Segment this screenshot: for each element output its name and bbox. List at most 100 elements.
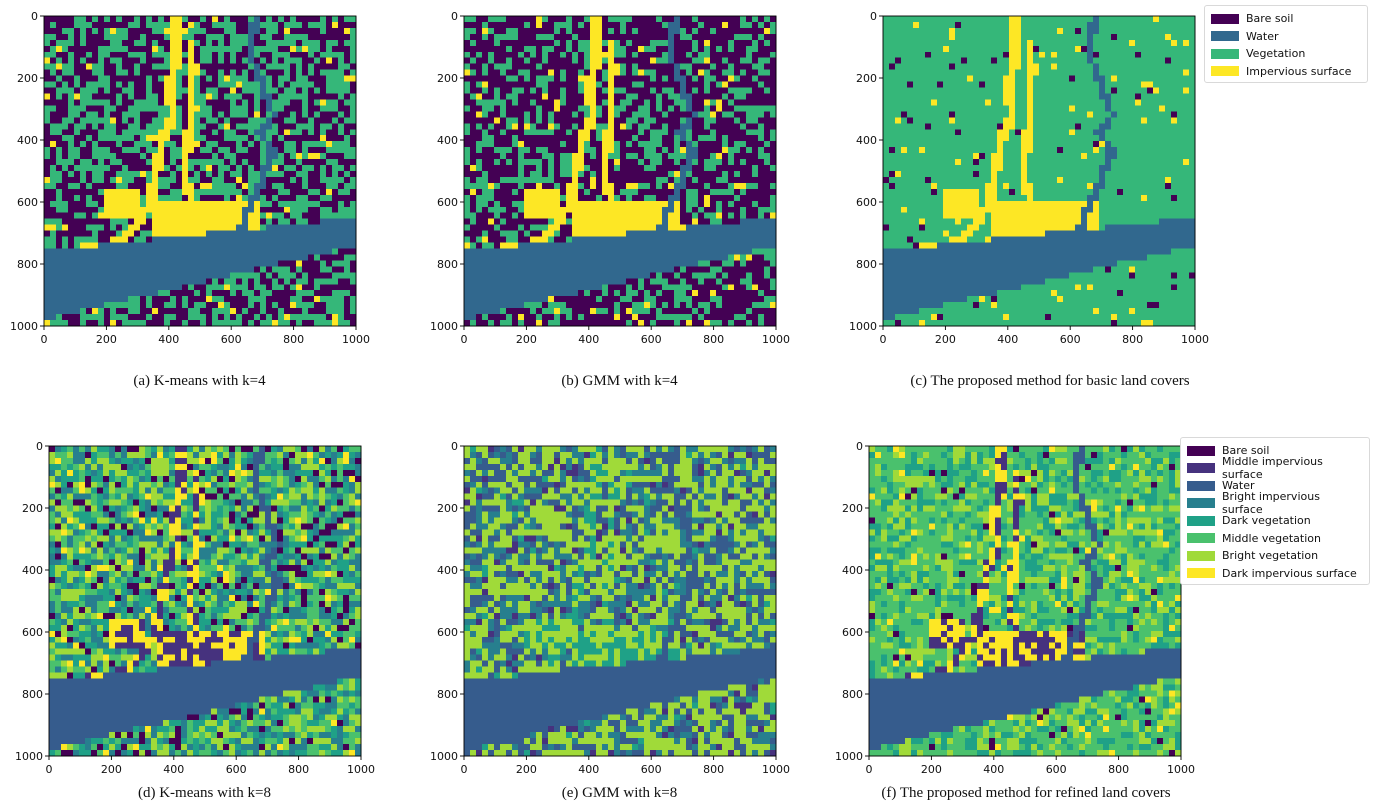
heatmap-cell xyxy=(332,69,339,77)
heatmap-cell xyxy=(254,302,261,309)
heatmap-cell xyxy=(50,51,57,59)
heatmap-cell xyxy=(248,206,255,214)
heatmap-cell xyxy=(284,165,291,172)
heatmap-cell xyxy=(716,254,723,262)
heatmap-cell xyxy=(626,87,633,95)
heatmap-cell xyxy=(44,212,51,220)
heatmap-cell xyxy=(320,171,327,178)
heatmap-cell xyxy=(602,272,609,279)
heatmap-cell xyxy=(152,111,159,118)
heatmap-cell xyxy=(218,260,225,267)
heatmap-cell xyxy=(728,194,735,202)
heatmap-cell xyxy=(542,224,549,232)
heatmap-cell xyxy=(170,176,177,184)
heatmap-cell xyxy=(248,39,255,47)
heatmap-cell xyxy=(662,129,669,136)
heatmap-cell xyxy=(632,236,639,244)
heatmap-cell xyxy=(560,159,567,166)
heatmap-cell xyxy=(326,266,333,273)
heatmap-cell xyxy=(266,16,273,23)
heatmap-cell xyxy=(188,171,195,178)
heatmap-cell xyxy=(338,188,345,196)
heatmap-cell xyxy=(308,111,315,118)
heatmap-cell xyxy=(266,242,273,250)
heatmap-cell xyxy=(488,57,495,65)
heatmap-cell xyxy=(344,254,351,262)
heatmap-cell xyxy=(182,141,189,148)
heatmap-cell xyxy=(260,57,267,65)
heatmap-cell xyxy=(488,105,495,112)
heatmap-cell xyxy=(710,105,717,112)
heatmap-cell xyxy=(326,296,333,303)
heatmap-cell xyxy=(50,254,57,262)
heatmap-cell xyxy=(698,33,705,41)
heatmap-cell xyxy=(662,135,669,142)
heatmap-cell xyxy=(686,165,693,172)
heatmap-cell xyxy=(218,176,225,184)
heatmap-cell xyxy=(116,194,123,202)
heatmap-cell xyxy=(122,93,129,101)
heatmap-cell xyxy=(62,105,69,112)
heatmap-cell xyxy=(494,21,501,29)
heatmap-cell xyxy=(506,16,513,23)
heatmap-cell xyxy=(62,153,69,160)
heatmap-cell xyxy=(332,314,339,321)
heatmap-cell xyxy=(482,21,489,29)
heatmap-cell xyxy=(740,248,747,256)
heatmap-cell xyxy=(350,278,357,285)
heatmap-cell xyxy=(740,224,747,232)
heatmap-cell xyxy=(626,159,633,166)
heatmap-cell xyxy=(80,278,87,285)
heatmap-cell xyxy=(680,188,687,196)
heatmap-cell xyxy=(314,33,321,41)
heatmap-cell xyxy=(254,278,261,285)
heatmap-cell xyxy=(752,33,759,41)
heatmap-cell xyxy=(56,242,63,250)
heatmap-cell xyxy=(134,57,141,65)
heatmap-cell xyxy=(740,218,747,226)
heatmap-cell xyxy=(218,111,225,118)
heatmap-cell xyxy=(74,236,81,244)
heatmap-cell xyxy=(698,117,705,124)
heatmap-cell xyxy=(638,141,645,148)
heatmap-cell xyxy=(224,242,231,250)
heatmap-cell xyxy=(692,33,699,41)
heatmap-cell xyxy=(152,200,159,208)
heatmap-cell xyxy=(56,302,63,309)
heatmap-cell xyxy=(710,242,717,250)
heatmap-cell xyxy=(548,194,555,202)
heatmap-cell xyxy=(44,135,51,142)
heatmap-cell xyxy=(176,314,183,321)
heatmap-cell xyxy=(470,111,477,118)
heatmap-cell xyxy=(260,45,267,53)
heatmap-cell xyxy=(320,81,327,89)
heatmap-cell xyxy=(464,242,471,250)
heatmap-cell xyxy=(152,248,159,256)
heatmap-cell xyxy=(122,111,129,118)
heatmap-cell xyxy=(80,182,87,190)
heatmap-cell xyxy=(524,147,531,154)
heatmap-cell xyxy=(686,266,693,273)
heatmap-cell xyxy=(212,135,219,142)
heatmap-cell xyxy=(746,248,753,256)
heatmap-cell xyxy=(260,260,267,267)
heatmap-cell xyxy=(734,141,741,148)
heatmap-cell xyxy=(512,272,519,279)
heatmap-cell xyxy=(584,165,591,172)
heatmap-cell xyxy=(626,27,633,35)
heatmap-cell xyxy=(524,57,531,65)
heatmap-cell xyxy=(716,206,723,214)
x-tick-label: 200 xyxy=(96,333,117,346)
heatmap-cell xyxy=(524,260,531,267)
heatmap-cell xyxy=(326,302,333,309)
heatmap-cell xyxy=(710,147,717,154)
heatmap-cell xyxy=(110,159,117,166)
heatmap-cell xyxy=(188,188,195,196)
heatmap-cell xyxy=(74,242,81,250)
heatmap-cell xyxy=(164,129,171,136)
heatmap-cell xyxy=(218,320,225,327)
heatmap-cell xyxy=(338,248,345,256)
heatmap-cell xyxy=(44,27,51,35)
heatmap-cell xyxy=(770,206,777,214)
heatmap-cell xyxy=(332,254,339,262)
